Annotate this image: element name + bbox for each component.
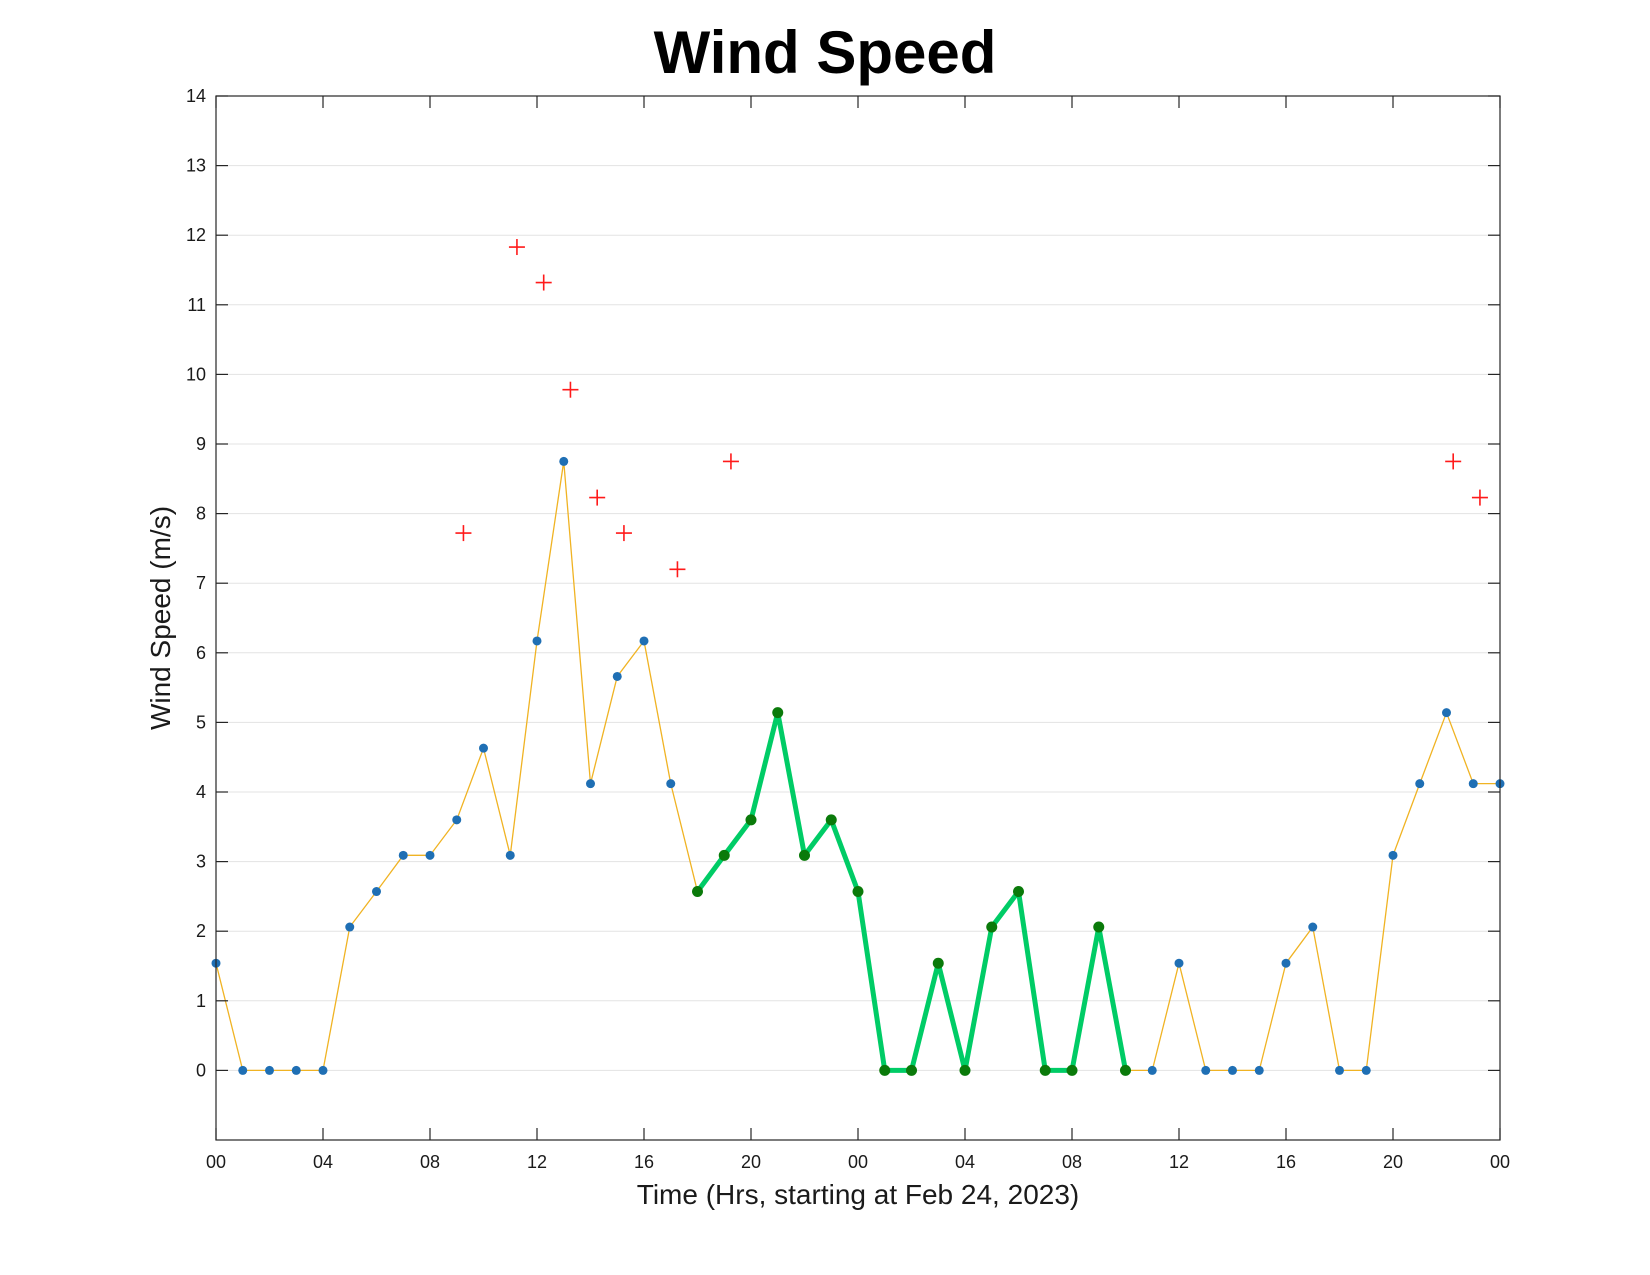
x-tick-label: 00	[848, 1152, 868, 1172]
data-point	[1415, 779, 1425, 789]
data-point	[318, 1065, 328, 1075]
y-tick-label: 14	[186, 86, 206, 106]
data-point	[425, 850, 435, 860]
data-point	[1254, 1065, 1264, 1075]
tick-layer	[215, 95, 1501, 1140]
highlight-line	[695, 710, 1128, 1073]
plus-marker	[455, 525, 472, 542]
x-tick-label: 08	[1062, 1152, 1082, 1172]
highlight-point	[745, 814, 757, 826]
data-point	[479, 743, 488, 753]
x-tick-label: 20	[1383, 1152, 1403, 1172]
y-tick-label: 13	[186, 156, 206, 176]
grid-layer	[216, 95, 1500, 1071]
y-tick-label: 10	[186, 364, 206, 384]
plus-marker	[508, 239, 525, 256]
highlight-point	[932, 957, 944, 969]
highlight-point	[718, 849, 730, 861]
x-tick-label: 08	[420, 1152, 440, 1172]
plus-marker	[535, 274, 552, 291]
data-point	[532, 636, 542, 646]
y-tick-label: 3	[196, 852, 206, 872]
data-point	[345, 922, 355, 932]
y-tick-label: 9	[196, 434, 206, 454]
plus-marker	[589, 489, 606, 506]
x-tick-label: 00	[1490, 1152, 1510, 1172]
y-tick-label: 8	[196, 504, 206, 524]
highlight-point	[1013, 886, 1024, 898]
plus-marker	[615, 525, 632, 542]
x-tick-label: 12	[527, 1152, 547, 1172]
data-point	[612, 671, 622, 681]
series-line-with-dots	[211, 456, 1505, 1075]
y-tick-label: 7	[196, 573, 206, 593]
data-point	[452, 815, 462, 825]
data-point	[398, 850, 408, 860]
data-point	[1468, 779, 1478, 789]
y-tick-label: 2	[196, 921, 206, 941]
data-point	[372, 887, 381, 897]
data-point	[1201, 1065, 1211, 1075]
plus-marker	[1471, 489, 1488, 506]
plus-marker	[669, 561, 686, 578]
data-point	[265, 1065, 274, 1075]
highlight-point	[852, 886, 864, 898]
data-point	[238, 1065, 248, 1075]
highlight-point	[825, 814, 837, 826]
y-axis-title: Wind Speed (m/s)	[145, 506, 176, 730]
highlight-point	[986, 921, 998, 933]
highlight-point	[692, 886, 703, 898]
data-point	[1335, 1065, 1344, 1075]
x-tick-label: 04	[955, 1152, 975, 1172]
highlight-point	[799, 849, 810, 861]
x-tick-label: 04	[313, 1152, 333, 1172]
plot-frame	[215, 95, 1501, 1141]
y-tick-label: 6	[196, 643, 206, 663]
data-point	[666, 779, 676, 789]
plus-marker	[722, 453, 739, 470]
y-tick-label: 5	[196, 712, 206, 732]
series-plus-markers	[455, 239, 1488, 578]
data-point	[1147, 1065, 1157, 1075]
series-highlight-line	[692, 707, 1131, 1076]
highlight-point	[959, 1064, 971, 1076]
highlight-point	[879, 1064, 891, 1076]
y-tick-label: 1	[196, 991, 206, 1011]
highlight-point	[906, 1064, 917, 1076]
highlight-point	[1066, 1064, 1078, 1076]
highlight-point	[772, 707, 784, 719]
data-point	[639, 636, 649, 646]
data-point	[1361, 1065, 1371, 1075]
x-tick-label: 16	[1276, 1152, 1296, 1172]
data-point	[1388, 850, 1398, 860]
x-tick-label: 12	[1169, 1152, 1189, 1172]
data-point	[505, 850, 515, 860]
plus-marker	[562, 381, 579, 398]
x-tick-label: 16	[634, 1152, 654, 1172]
highlight-point	[1120, 1064, 1131, 1076]
series-layer	[211, 239, 1505, 1076]
data-point	[1228, 1065, 1237, 1075]
data-point	[1174, 958, 1184, 968]
x-tick-label: 20	[741, 1152, 761, 1172]
series-line	[215, 461, 1500, 1072]
plus-marker	[1445, 453, 1462, 470]
data-point	[559, 456, 569, 466]
data-point	[1281, 958, 1291, 968]
data-point	[1442, 708, 1451, 718]
y-tick-label: 4	[196, 782, 206, 802]
x-tick-label: 00	[206, 1152, 226, 1172]
x-axis-title: Time (Hrs, starting at Feb 24, 2023)	[637, 1179, 1079, 1210]
highlight-point	[1039, 1064, 1051, 1076]
highlight-point	[1093, 921, 1105, 933]
y-tick-label: 12	[186, 225, 206, 245]
data-point	[1308, 922, 1318, 932]
y-tick-label: 11	[187, 295, 206, 315]
y-tick-label: 0	[196, 1060, 206, 1080]
data-point	[586, 779, 595, 789]
chart-title: Wind Speed	[653, 19, 997, 86]
data-point	[291, 1065, 301, 1075]
